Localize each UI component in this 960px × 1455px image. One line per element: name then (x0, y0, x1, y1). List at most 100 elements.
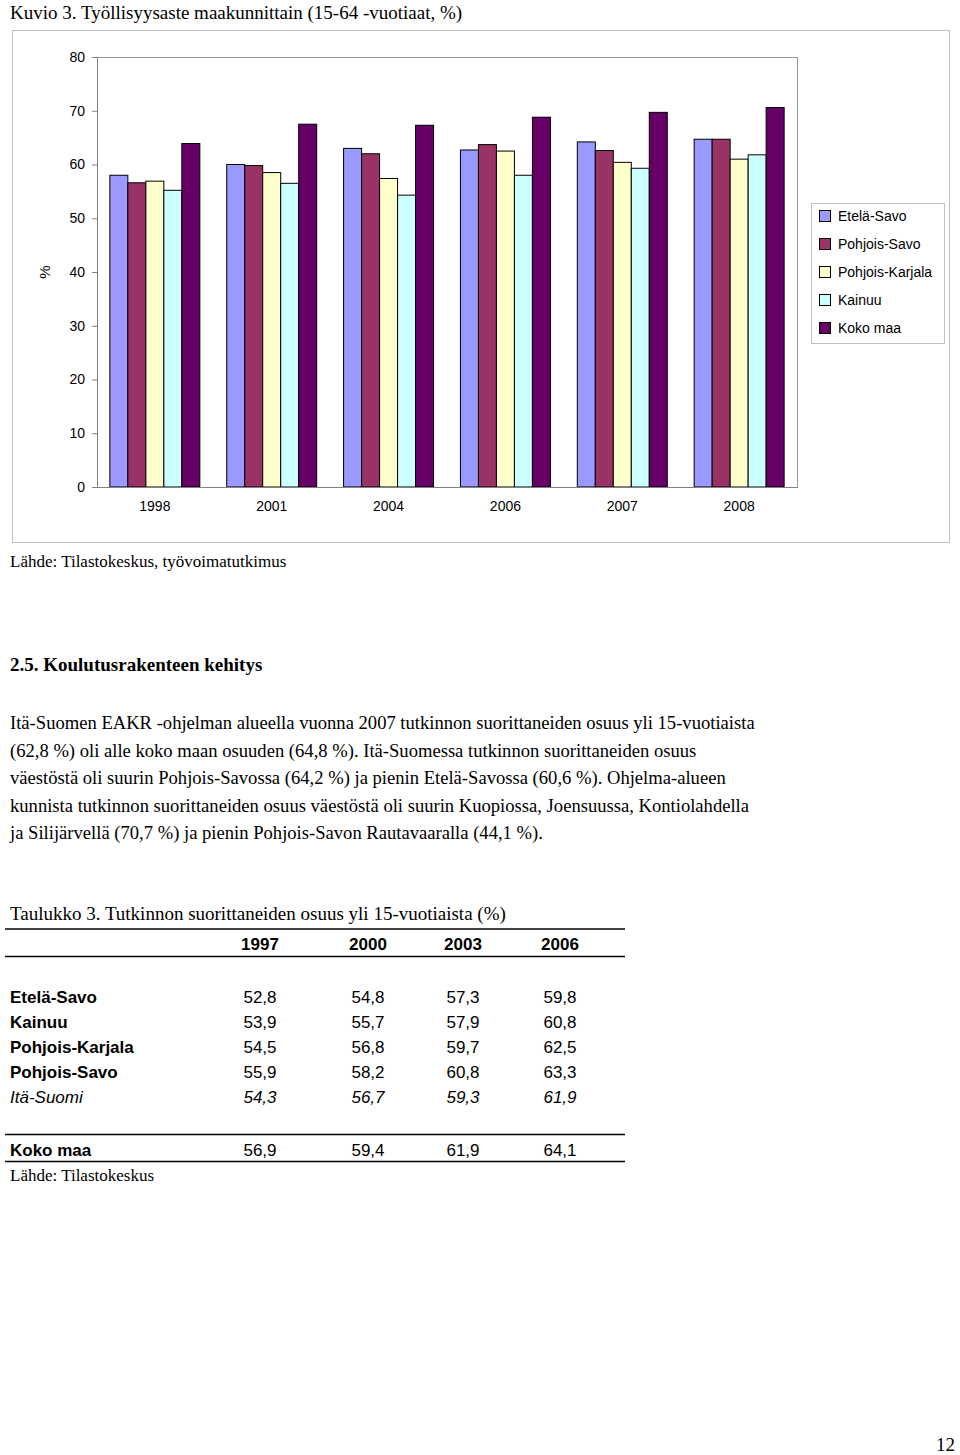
legend-swatch (820, 211, 831, 222)
y-tick-mark (92, 111, 97, 112)
table-cell: 56,8 (351, 1038, 384, 1057)
bar (227, 165, 245, 488)
y-tick: 0 (77, 479, 97, 495)
legend-label: Pohjois-Karjala (838, 264, 932, 280)
x-tick-label: 2008 (724, 498, 755, 514)
y-tick-mark (92, 57, 97, 58)
paragraph-line: (62,8 %) oli alle koko maan osuuden (64,… (10, 740, 696, 762)
y-tick: 80 (69, 49, 97, 65)
bar (577, 142, 595, 487)
x-tick: 2006 (490, 487, 521, 514)
page: Kuvio 3. Työllisyysaste maakunnittain (1… (0, 0, 960, 1455)
bar (398, 195, 416, 487)
bar-series (110, 139, 712, 487)
y-tick: 20 (69, 371, 97, 387)
table-row-label: Pohjois-Savo (10, 1063, 118, 1082)
bars (110, 108, 784, 487)
y-tick-label: 50 (69, 210, 85, 226)
paragraph-line: Itä-Suomen EAKR -ohjelman alueella vuonn… (10, 712, 755, 733)
table-row-label: Kainuu (10, 1013, 68, 1032)
y-tick-label: 20 (69, 371, 85, 387)
table-rule (5, 1134, 625, 1136)
table-cell: 59,4 (351, 1141, 384, 1160)
chart-title: Kuvio 3. Työllisyysaste maakunnittain (1… (10, 2, 462, 24)
table-cell: 62,5 (543, 1038, 576, 1057)
bar (281, 183, 299, 487)
y-tick-mark (92, 218, 97, 219)
table-cell: 53,9 (243, 1013, 276, 1032)
bar (344, 148, 362, 487)
table-row-label: Pohjois-Karjala (10, 1038, 134, 1057)
section-heading: 2.5. Koulutusrakenteen kehitys (10, 654, 262, 675)
table-cell: 60,8 (543, 1013, 576, 1032)
table-cell: 59,7 (446, 1038, 479, 1057)
bar (748, 155, 766, 487)
bar (182, 144, 200, 487)
table-cell: 59,3 (446, 1088, 480, 1107)
y-tick-label: 10 (69, 425, 85, 441)
y-tick-mark (92, 326, 97, 327)
x-tick-label: 2004 (373, 498, 404, 514)
table-cell: 61,9 (543, 1088, 577, 1107)
bar (478, 145, 496, 487)
bar (595, 151, 613, 487)
bar (613, 162, 631, 487)
y-tick: 40 (69, 264, 97, 280)
table-row-label: Koko maa (10, 1141, 92, 1160)
y-tick-mark (92, 433, 97, 434)
bar (110, 175, 128, 487)
table-rule (5, 1161, 625, 1163)
y-axis-line (92, 58, 98, 488)
bar (496, 151, 514, 487)
bar (146, 181, 164, 487)
table-source: Lähde: Tilastokeskus (10, 1166, 154, 1185)
bar (649, 112, 667, 487)
bar-series (182, 108, 784, 487)
y-axis: 01020304050607080 (69, 49, 97, 495)
table-cell: 55,7 (351, 1013, 384, 1032)
table-cell: 54,5 (243, 1038, 276, 1057)
table-cell: 58,2 (351, 1063, 384, 1082)
x-tick: 2008 (724, 487, 755, 514)
table-header: 2000 (349, 935, 387, 954)
table-cell: 54,8 (351, 988, 384, 1007)
legend-label: Etelä-Savo (838, 208, 907, 224)
table-header: 2006 (541, 935, 579, 954)
page-number: 12 (936, 1434, 955, 1455)
paragraph-line: kunnista tutkinnon suorittaneiden osuus … (10, 795, 749, 816)
bar (460, 150, 478, 487)
table-cell: 59,8 (543, 988, 576, 1007)
table-cell: 60,8 (446, 1063, 479, 1082)
bar (263, 173, 281, 487)
bar (514, 175, 532, 487)
table-cell: 64,1 (543, 1141, 576, 1160)
table-cell: 52,8 (243, 988, 276, 1007)
bar (128, 183, 146, 487)
y-tick-label: 40 (69, 264, 85, 280)
x-axis-line (98, 487, 798, 488)
x-tick-label: 2001 (256, 498, 287, 514)
y-tick: 50 (69, 210, 97, 226)
legend: Etelä-Savo Pohjois-Savo Pohjois-Karjala Kai… (812, 204, 945, 344)
y-axis-title: % (36, 265, 53, 278)
bar (694, 139, 712, 487)
x-axis: 199820012004200620072008 (98, 487, 798, 514)
bar-series (164, 155, 766, 487)
legend-swatch (820, 295, 831, 306)
legend-label: Koko maa (838, 320, 901, 336)
y-tick-label: 60 (69, 156, 85, 172)
x-tick-label: 1998 (139, 498, 170, 514)
bar (245, 166, 263, 487)
y-tick: 60 (69, 156, 97, 172)
y-tick: 10 (69, 425, 97, 441)
legend-label: Kainuu (838, 292, 882, 308)
legend-label: Pohjois-Savo (838, 236, 921, 252)
legend-swatch (820, 267, 831, 278)
x-tick: 2004 (373, 487, 404, 514)
legend-box (812, 204, 945, 344)
table-rule (5, 928, 625, 930)
table-cell: 57,9 (446, 1013, 479, 1032)
paragraph-line: ja Silijärvellä (70,7 %) ja pienin Pohjo… (9, 822, 543, 844)
bar (712, 139, 730, 487)
bar (164, 190, 182, 487)
